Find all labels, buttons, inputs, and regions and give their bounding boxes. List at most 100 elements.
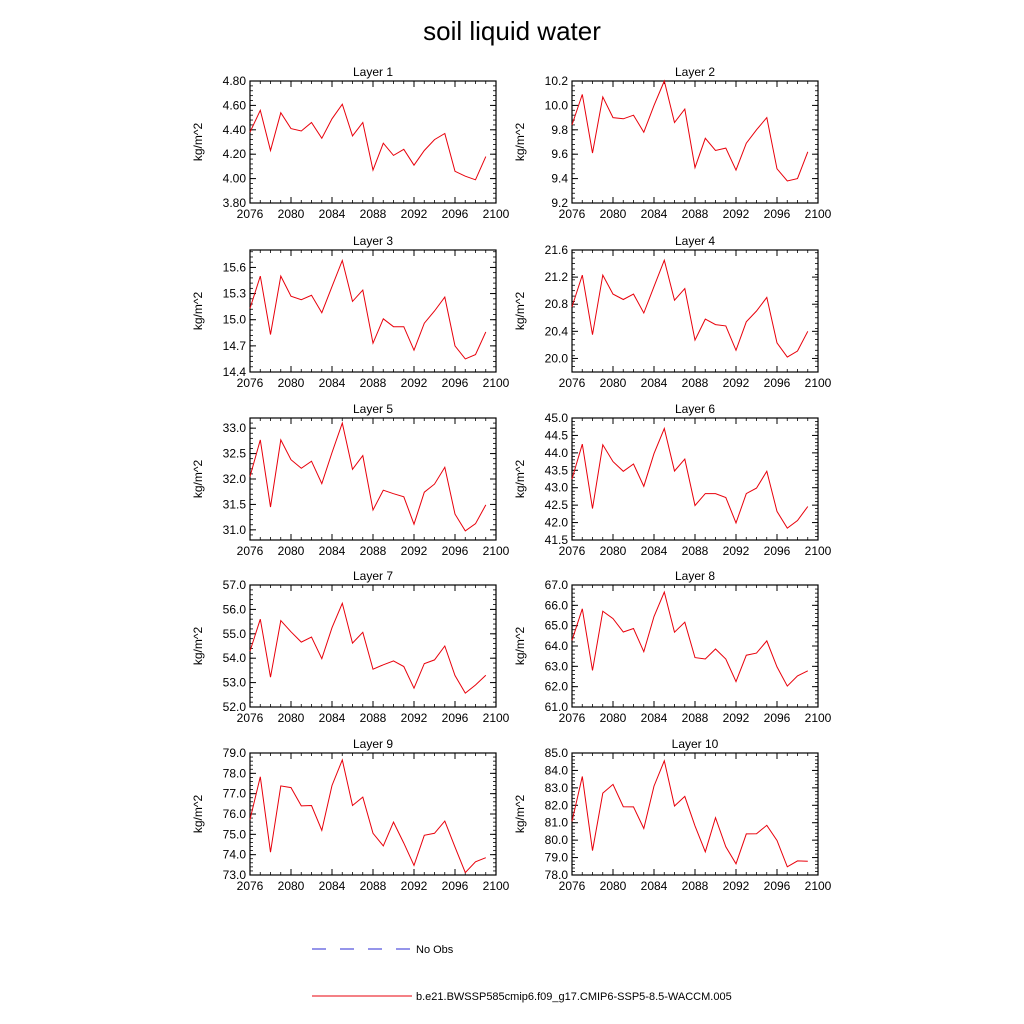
x-tick-label: 2088 [682,207,709,221]
x-tick-label: 2100 [805,544,832,558]
x-tick-label: 2088 [682,544,709,558]
panel-title: Layer 6 [675,402,715,416]
y-tick-label: 21.6 [545,243,569,257]
x-tick-label: 2100 [805,376,832,390]
y-tick-label: 56.0 [223,602,247,616]
x-tick-label: 2096 [764,207,791,221]
legend: No Obs b.e21.BWSSP585cmip6.f09_g17.CMIP6… [312,944,732,1003]
x-tick-label: 2088 [682,711,709,725]
y-tick-label: 84.0 [545,763,569,777]
x-tick-label: 2084 [319,711,346,725]
y-tick-label: 4.60 [223,98,247,112]
y-tick-label: 4.40 [223,123,247,137]
y-tick-label: 4.00 [223,172,247,186]
y-tick-label: 45.0 [545,411,569,425]
plot-frame [249,80,497,204]
y-tick-label: 15.3 [223,287,247,301]
x-tick-label: 2092 [723,376,750,390]
y-tick-label: 14.7 [223,339,247,353]
y-axis-label: kg/m^2 [513,795,527,834]
plot-frame [571,752,819,876]
x-tick-label: 2092 [723,711,750,725]
x-tick-label: 2100 [483,376,510,390]
y-tick-label: 20.4 [545,324,569,338]
panel-layer-8: Layer 8 kg/m^2 2076 2080 2084 2088 2092 2096 210… [513,569,832,725]
y-tick-label: 9.2 [551,196,568,210]
y-tick-label: 9.6 [551,147,568,161]
x-tick-label: 2076 [559,207,586,221]
x-tick-label: 2088 [360,711,387,725]
x-tick-label: 2080 [278,711,305,725]
y-tick-label: 41.5 [545,533,569,547]
y-tick-label: 82.0 [545,798,569,812]
x-tick-label: 2084 [319,879,346,893]
panel-title: Layer 1 [353,65,393,79]
y-tick-label: 76.0 [223,807,247,821]
y-axis-label: kg/m^2 [191,123,205,162]
y-tick-label: 73.0 [223,868,247,882]
y-tick-label: 10.2 [545,74,569,88]
y-tick-label: 42.0 [545,516,569,530]
y-tick-label: 32.5 [223,447,247,461]
y-tick-label: 78.0 [223,766,247,780]
x-tick-label: 2088 [360,879,387,893]
panel-title: Layer 8 [675,569,715,583]
x-tick-label: 2100 [483,207,510,221]
y-tick-label: 85.0 [545,746,569,760]
y-tick-label: 81.0 [545,816,569,830]
y-tick-label: 20.0 [545,351,569,365]
y-tick-label: 44.5 [545,428,569,442]
x-tick-label: 2084 [641,207,668,221]
series-line-model [249,258,487,360]
y-tick-label: 64.0 [545,639,569,653]
x-tick-label: 2080 [600,544,627,558]
x-tick-label: 2076 [237,879,264,893]
x-tick-label: 2084 [641,376,668,390]
x-tick-label: 2076 [559,544,586,558]
x-tick-label: 2076 [237,376,264,390]
x-tick-label: 2096 [764,544,791,558]
panel-title: Layer 2 [675,65,715,79]
plot-frame [249,752,497,876]
x-tick-label: 2096 [442,544,469,558]
panel-layer-5: Layer 5 kg/m^2 2076 2080 2084 2088 2092 2096 210… [191,402,510,558]
x-tick-label: 2076 [237,711,264,725]
x-tick-label: 2076 [559,711,586,725]
series-line-model [249,421,487,532]
x-tick-label: 2088 [360,207,387,221]
x-tick-label: 2084 [641,544,668,558]
panel-title: Layer 3 [353,234,393,248]
y-tick-label: 21.2 [545,270,569,284]
x-tick-label: 2096 [764,879,791,893]
x-tick-label: 2092 [401,376,428,390]
x-tick-label: 2100 [805,879,832,893]
y-tick-label: 63.0 [545,659,569,673]
y-tick-label: 75.0 [223,827,247,841]
x-tick-label: 2080 [600,207,627,221]
panel-layer-10: Layer 10 kg/m^2 2076 2080 2084 2088 2092 2096 21… [513,737,832,893]
panel-layer-7: Layer 7 kg/m^2 2076 2080 2084 2088 2092 2096 210… [191,569,510,725]
y-tick-label: 78.0 [545,868,569,882]
y-tick-label: 43.0 [545,481,569,495]
panel-layer-1: Layer 1 kg/m^2 2076 2080 2084 2088 2092 2096 210… [191,65,510,221]
y-tick-label: 57.0 [223,578,247,592]
plot-frame [249,417,497,541]
x-tick-label: 2080 [600,879,627,893]
panel-title: Layer 9 [353,737,393,751]
panel-title: Layer 4 [675,234,715,248]
x-tick-label: 2084 [641,879,668,893]
y-tick-label: 31.0 [223,523,247,537]
y-tick-label: 31.5 [223,497,247,511]
y-tick-label: 42.5 [545,498,569,512]
x-tick-label: 2084 [319,207,346,221]
panel-layer-6: Layer 6 kg/m^2 2076 2080 2084 2088 2092 2096 210… [513,402,832,558]
panel-layer-3: Layer 3 kg/m^2 2076 2080 2084 2088 2092 2096 210… [191,234,510,390]
x-tick-label: 2084 [641,711,668,725]
x-tick-label: 2084 [319,376,346,390]
x-tick-label: 2092 [723,207,750,221]
plot-frame [249,249,497,373]
x-tick-label: 2092 [401,711,428,725]
y-tick-label: 53.0 [223,676,247,690]
y-tick-label: 3.80 [223,196,247,210]
x-tick-label: 2076 [559,879,586,893]
